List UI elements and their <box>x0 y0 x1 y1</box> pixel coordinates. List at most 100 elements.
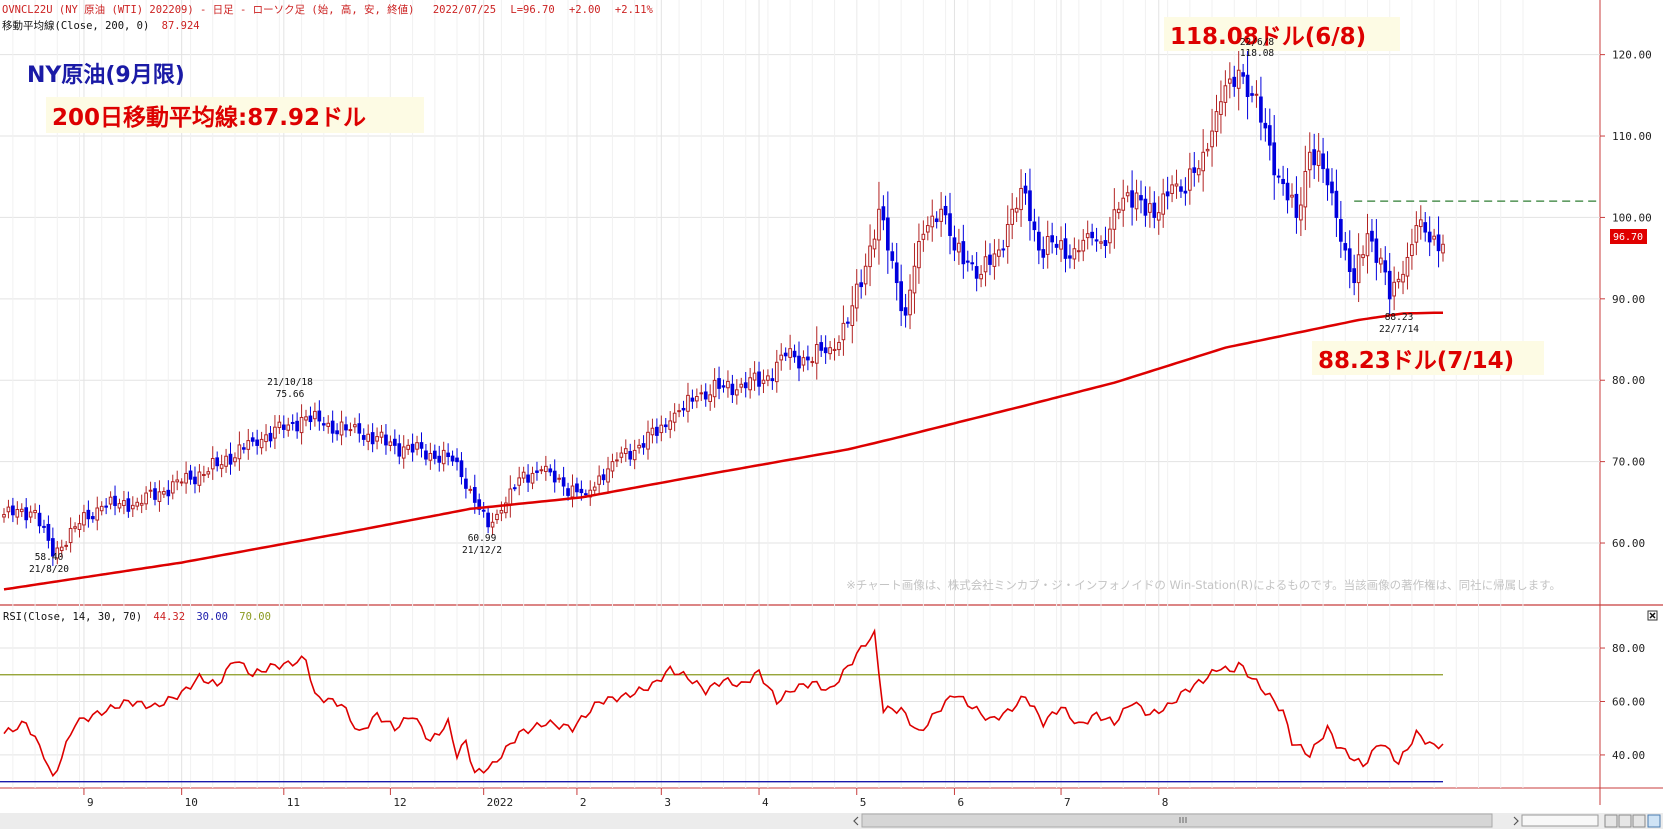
scrollbar-thumb[interactable] <box>861 813 1493 828</box>
candle <box>1014 197 1019 223</box>
candle <box>51 527 55 567</box>
candle-body <box>792 350 797 358</box>
candle <box>268 426 273 448</box>
candle <box>1103 226 1108 258</box>
candle <box>1343 231 1348 261</box>
candle-body <box>299 416 304 434</box>
candle <box>1121 179 1126 227</box>
candle-body <box>1152 202 1157 218</box>
candle <box>210 446 215 480</box>
candle-body <box>1076 250 1081 253</box>
candle-body <box>1205 148 1210 152</box>
price-callouts: 58.40 21/8/20 21/10/18 75.66 60.99 21/12… <box>29 37 1419 575</box>
candle <box>628 443 633 466</box>
candle <box>1321 137 1325 183</box>
candle-body <box>512 487 517 490</box>
scroll-last-icon[interactable] <box>1632 814 1646 828</box>
candle <box>1281 165 1285 196</box>
candle-body <box>552 470 557 483</box>
grid-toggle-icon[interactable] <box>1647 814 1661 828</box>
candle <box>1374 219 1379 281</box>
candle-body <box>992 253 997 267</box>
candle-body <box>51 538 55 557</box>
candle-body <box>637 444 641 449</box>
zoom-slider[interactable] <box>1521 814 1599 827</box>
candle-body <box>1245 74 1250 97</box>
candle <box>1161 178 1166 228</box>
candle-body <box>1023 185 1028 194</box>
scroll-left-icon[interactable] <box>853 816 859 826</box>
candle-body <box>1294 193 1299 218</box>
candle-body <box>521 471 526 479</box>
candle <box>717 366 721 400</box>
price-panel-background <box>0 0 1600 605</box>
candle <box>1143 186 1148 227</box>
candle-body <box>122 500 126 506</box>
candle-body <box>566 488 570 496</box>
candle-body <box>610 461 615 472</box>
candle <box>317 400 322 431</box>
candle-body <box>544 465 548 472</box>
candle-body <box>517 477 522 486</box>
candle-body <box>1165 191 1170 197</box>
candle-body <box>841 322 846 341</box>
candle <box>1290 183 1294 208</box>
scroll-right-icon[interactable] <box>1513 816 1519 826</box>
candle <box>37 504 42 534</box>
candle-body <box>410 443 415 453</box>
candle-body <box>548 468 553 473</box>
candle-body <box>157 491 162 502</box>
candle <box>1387 252 1392 316</box>
candle <box>561 466 566 496</box>
candle-body <box>686 394 690 412</box>
candle-body <box>1232 76 1237 87</box>
candle <box>734 379 739 405</box>
candle-body <box>672 412 677 423</box>
candle-body <box>863 265 868 285</box>
candle <box>899 264 903 327</box>
candle <box>881 195 886 231</box>
candle <box>877 181 881 265</box>
candle <box>1227 62 1232 99</box>
candle-body <box>1201 151 1205 172</box>
candle-body <box>663 424 668 428</box>
candle-body <box>1307 151 1312 171</box>
candle <box>73 522 77 533</box>
candle-body <box>1072 248 1077 260</box>
candle <box>299 404 304 445</box>
candle-body <box>290 421 295 424</box>
candle <box>1041 236 1046 270</box>
candle <box>68 517 73 553</box>
candle <box>308 406 313 431</box>
last-price-text: 96.70 <box>1613 232 1643 243</box>
candle <box>15 501 20 525</box>
date-tick-label: 7 <box>1064 796 1071 809</box>
candle-body <box>983 256 988 273</box>
candle <box>1059 226 1063 262</box>
candle <box>965 250 970 272</box>
candle-body <box>42 525 46 528</box>
candle <box>206 467 211 478</box>
candle-body <box>877 208 881 241</box>
candle <box>406 439 410 455</box>
candle-body <box>130 504 135 510</box>
candle-body <box>1321 153 1325 170</box>
candle-body <box>393 438 397 446</box>
candle-body <box>424 450 428 460</box>
candle-body <box>179 481 184 484</box>
date-tick-label: 11 <box>287 796 300 809</box>
candle <box>170 474 175 500</box>
high-note-background <box>1164 17 1400 51</box>
candle <box>1192 152 1197 187</box>
candle-body <box>233 457 237 463</box>
candle <box>481 501 486 518</box>
candle-body <box>1081 239 1086 252</box>
candle-body <box>1090 231 1094 239</box>
close-panel-icon[interactable] <box>1647 610 1658 621</box>
scrollbar[interactable] <box>0 813 1663 829</box>
title-annotation: NY原油(9月限) <box>27 63 185 88</box>
scroll-prev-icon[interactable] <box>1618 814 1632 828</box>
candle-body <box>495 513 499 521</box>
candle-body <box>881 206 886 221</box>
scroll-first-icon[interactable] <box>1604 814 1618 828</box>
